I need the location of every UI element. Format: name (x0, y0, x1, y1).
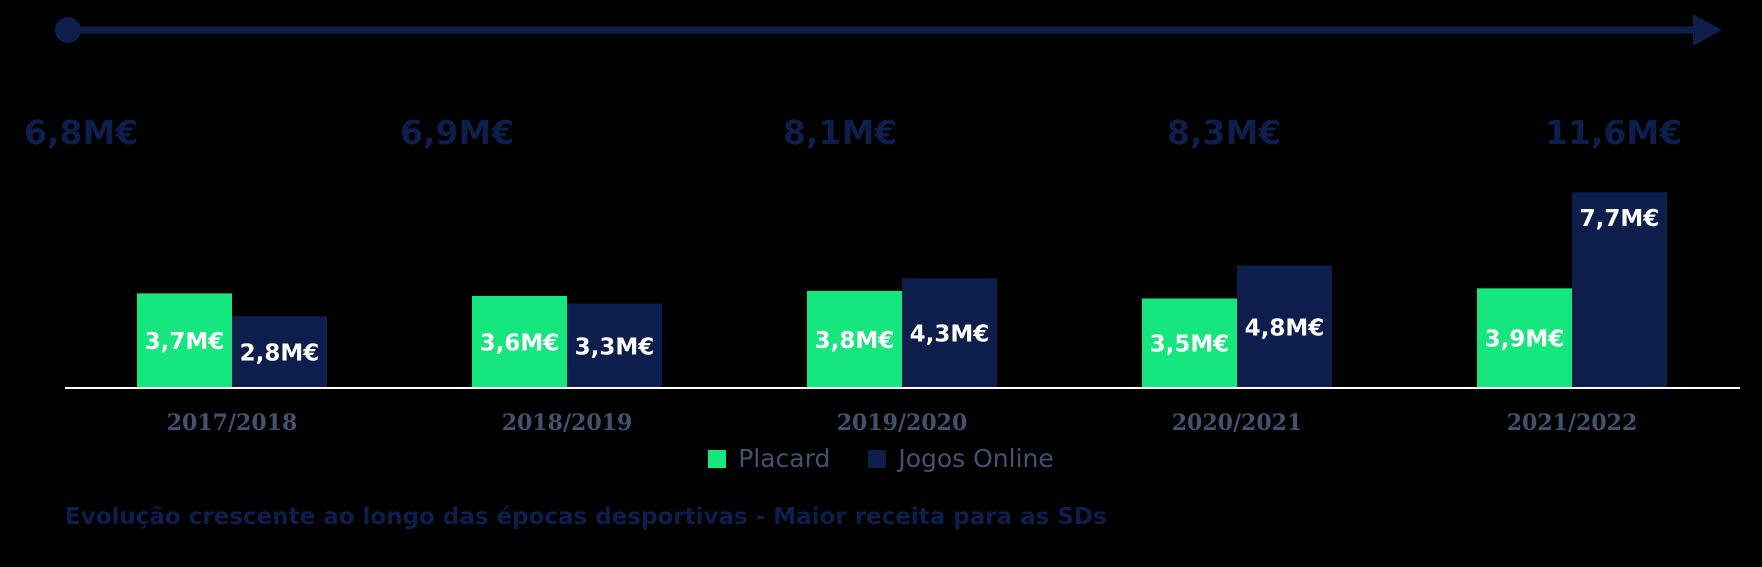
season-total-0: 6,8M€ (24, 113, 138, 152)
bar-label-placard-1: 3,6M€ (480, 330, 560, 356)
season-total-4: 11,6M€ (1545, 113, 1682, 152)
season-total-1: 6,9M€ (400, 113, 514, 152)
season-totals: 6,8M€ 6,9M€ 8,1M€ 8,3M€ 11,6M€ (24, 113, 1682, 152)
bar-jogos-online-2 (902, 278, 997, 387)
chart-caption: Evolução crescente ao longo das épocas d… (65, 504, 1107, 530)
bar-label-jogos-online-4: 7,7M€ (1580, 206, 1660, 232)
bar-placard-2 (807, 290, 902, 387)
bar-jogos-online-0 (232, 316, 327, 387)
bar-label-placard-0: 3,7M€ (145, 329, 225, 355)
x-tick-label-0: 2017/2018 (167, 410, 298, 436)
bar-placard-4 (1477, 288, 1572, 387)
bar-placard-0 (137, 293, 232, 387)
legend-item-jogos-online: Jogos Online (868, 444, 1054, 473)
legend-item-placard: Placard (708, 444, 830, 473)
timeline-start-dot (55, 17, 81, 43)
bar-jogos-online-1 (567, 303, 662, 387)
bar-label-jogos-online-2: 4,3M€ (910, 322, 990, 348)
legend-label-jogos-online: Jogos Online (898, 444, 1054, 473)
bar-jogos-online-3 (1237, 265, 1332, 387)
bar-placard-1 (472, 295, 567, 387)
bar-label-jogos-online-3: 4,8M€ (1245, 315, 1325, 341)
bar-placard-3 (1142, 298, 1237, 387)
timeline-arrowhead (1693, 14, 1722, 46)
season-total-2: 8,1M€ (783, 113, 897, 152)
x-tick-label-4: 2021/2022 (1507, 410, 1638, 436)
x-tick-label-3: 2020/2021 (1172, 410, 1303, 436)
bar-jogos-online-4 (1572, 192, 1667, 387)
bar-data-labels: 3,7M€ 2,8M€ 3,6M€ 3,3M€ 3,8M€ 4,3M€ 3,5M€ 4,8M€… (145, 206, 1660, 366)
bar-label-placard-2: 3,8M€ (815, 328, 895, 354)
timeline-arrow (55, 14, 1722, 46)
legend-swatch-placard (708, 449, 727, 468)
bar-series (137, 192, 1667, 387)
x-tick-label-2: 2019/2020 (837, 410, 968, 436)
x-tick-label-1: 2018/2019 (502, 410, 633, 436)
legend: Placard Jogos Online (0, 444, 1762, 473)
legend-label-placard: Placard (738, 444, 831, 473)
bar-label-placard-3: 3,5M€ (1150, 332, 1230, 358)
bar-label-placard-4: 3,9M€ (1485, 327, 1565, 353)
x-axis-categories: 2017/2018 2018/2019 2019/2020 2020/2021 2021… (167, 410, 1638, 436)
legend-swatch-jogos-online (868, 449, 887, 468)
bar-label-jogos-online-0: 2,8M€ (240, 341, 320, 367)
season-total-3: 8,3M€ (1167, 113, 1281, 152)
bar-label-jogos-online-1: 3,3M€ (575, 334, 655, 360)
